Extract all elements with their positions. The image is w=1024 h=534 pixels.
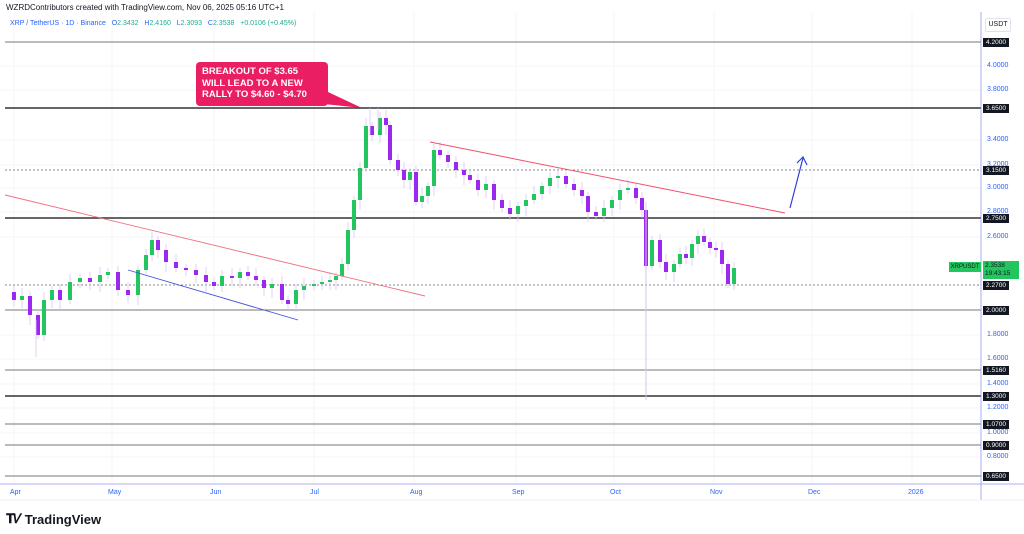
level-price-tag: 0.6500 — [983, 471, 1009, 481]
time-tick: May — [108, 489, 122, 496]
arrow-up-icon[interactable] — [789, 155, 808, 209]
time-tick: Jun — [210, 489, 222, 496]
price-tick: 3.8000 — [987, 86, 1009, 93]
symbol-legend: XRP / TetherUS · 1D · Binance O2.3432 H2… — [10, 20, 297, 27]
high-value: 2.4160 — [149, 20, 171, 27]
current-ticker-label: XRPUSDT — [949, 262, 981, 272]
tradingview-logo[interactable]: 𝐓𝑉 TradingView — [6, 511, 102, 527]
price-tick: 2.8000 — [987, 208, 1009, 215]
time-tick: 2026 — [908, 489, 924, 496]
price-tick: 1.0000 — [987, 429, 1009, 436]
time-tick: Sep — [512, 489, 525, 496]
change-value: +0.0106 (+0.45%) — [240, 20, 297, 27]
candlesticks — [12, 108, 736, 400]
tradingview-mark-icon: 𝐓𝑉 — [6, 511, 22, 526]
level-price-tag: 2.2700 — [983, 280, 1009, 290]
current-price-label: 2.3538 19:43:15 — [983, 261, 1019, 279]
chart-grid — [0, 12, 981, 484]
price-tick: 1.2000 — [987, 404, 1009, 411]
currency-label[interactable]: USDT — [985, 18, 1011, 32]
price-tick: 1.6000 — [987, 355, 1009, 362]
support-resistance-levels — [5, 41, 981, 477]
time-tick: Dec — [808, 489, 821, 496]
price-tick: 3.0000 — [987, 184, 1009, 191]
level-price-tag: 2.7500 — [983, 213, 1009, 223]
level-price-tag: 1.5160 — [983, 365, 1009, 375]
price-tick: 4.0000 — [987, 62, 1009, 69]
level-price-tag: 2.0000 — [983, 305, 1009, 315]
time-tick: Jul — [310, 489, 319, 496]
level-price-tag: 0.9000 — [983, 440, 1009, 450]
time-tick: Aug — [410, 489, 423, 496]
symbol-name[interactable]: XRP / TetherUS · 1D · Binance — [10, 20, 106, 27]
price-tick: 1.8000 — [987, 331, 1009, 338]
attribution-text: WZRDContributors created with TradingVie… — [6, 3, 284, 12]
annotation-callout[interactable]: BREAKOUT OF $3.65 WILL LEAD TO A NEW RAL… — [196, 62, 328, 106]
callout-pointer — [318, 85, 362, 108]
trendline-red-left[interactable] — [4, 194, 426, 297]
price-tick: 3.4000 — [987, 136, 1009, 143]
level-price-tag: 1.3000 — [983, 391, 1009, 401]
price-tick: 2.6000 — [987, 233, 1009, 240]
price-tick: 1.4000 — [987, 380, 1009, 387]
level-price-tag: 4.2000 — [983, 37, 1009, 47]
level-price-tag: 1.0700 — [983, 419, 1009, 429]
time-tick: Nov — [710, 489, 723, 496]
open-value: 2.3432 — [117, 20, 139, 27]
trendline-blue[interactable] — [127, 269, 299, 321]
low-value: 2.3093 — [180, 20, 203, 27]
price-tick: 3.2000 — [987, 161, 1009, 168]
level-price-tag: 3.1500 — [983, 165, 1009, 175]
close-value: 2.3538 — [212, 20, 235, 27]
time-tick: Oct — [610, 489, 621, 496]
trendline-red-right[interactable] — [429, 141, 786, 214]
price-tick: 0.8000 — [987, 453, 1009, 460]
time-tick: Apr — [10, 489, 21, 496]
level-price-tag: 3.6500 — [983, 103, 1009, 113]
